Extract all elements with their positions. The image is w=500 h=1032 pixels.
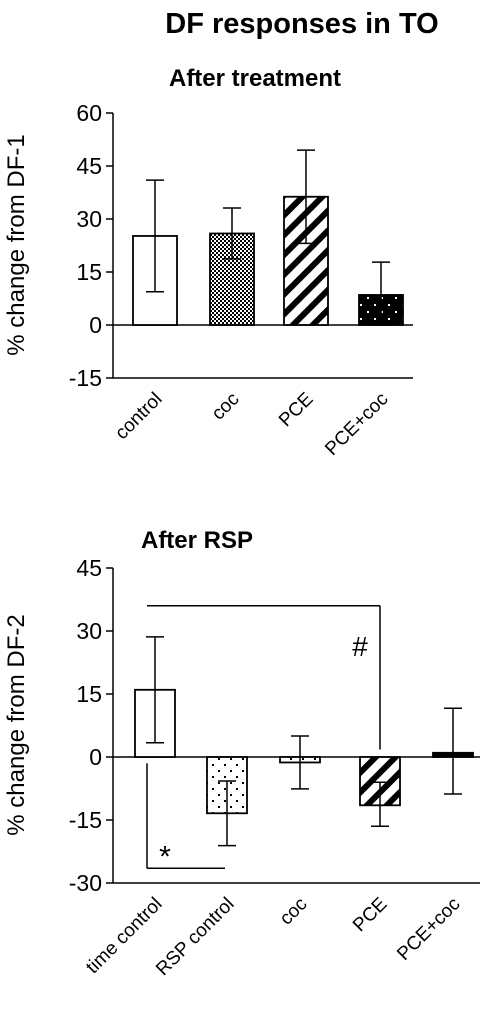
category-label: RSP control bbox=[152, 894, 238, 980]
y-tick-label: 45 bbox=[76, 153, 102, 179]
category-label: coc bbox=[208, 389, 244, 425]
y-tick-label: 15 bbox=[76, 259, 102, 285]
category-label: PCE bbox=[275, 389, 317, 431]
y-tick-label: 0 bbox=[89, 744, 102, 770]
category-label: control bbox=[111, 389, 166, 444]
significance-hash: # bbox=[352, 631, 368, 662]
y-tick-label: 60 bbox=[76, 100, 102, 126]
figure-title: DF responses in TO bbox=[165, 8, 438, 40]
chart-after-rsp: After RSP % change from DF-2 45 30 15 0 -15 -30… bbox=[3, 527, 480, 980]
category-label: PCE+coc bbox=[393, 894, 464, 965]
y-tick-label: -30 bbox=[69, 870, 102, 896]
chart-title: After RSP bbox=[141, 527, 253, 554]
chart-title: After treatment bbox=[169, 65, 341, 92]
category-label: coc bbox=[276, 894, 312, 930]
y-tick-label: 0 bbox=[89, 312, 102, 338]
y-axis-label: % change from DF-2 bbox=[3, 614, 30, 835]
category-label: PCE bbox=[349, 894, 391, 936]
significance-star: * bbox=[159, 840, 171, 873]
y-tick-label: 45 bbox=[76, 555, 102, 581]
y-tick-label: 15 bbox=[76, 681, 102, 707]
chart-after-treatment: After treatment % change from DF-1 60 45 30 1… bbox=[3, 65, 413, 460]
y-tick-label: 30 bbox=[76, 618, 102, 644]
y-tick-label: -15 bbox=[69, 807, 102, 833]
category-label: PCE+coc bbox=[321, 389, 392, 460]
y-axis-label: % change from DF-1 bbox=[3, 134, 30, 355]
y-tick-label: 30 bbox=[76, 206, 102, 232]
y-tick-label: -15 bbox=[69, 365, 102, 391]
